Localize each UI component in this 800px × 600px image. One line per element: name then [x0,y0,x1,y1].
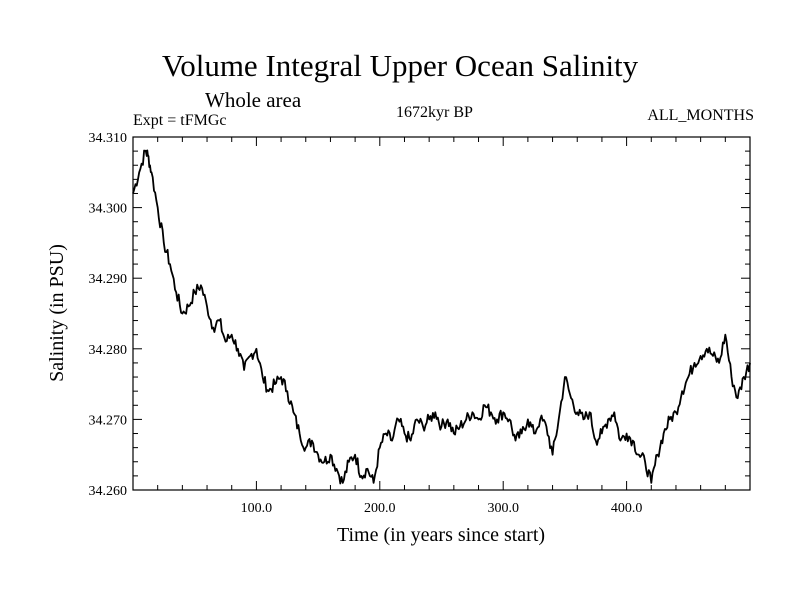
y-axis-label: Salinity (in PSU) [46,244,68,382]
period-label: 1672kyr BP [396,104,473,121]
x-tick-label: 400.0 [611,501,643,516]
axis-ticks [133,137,750,490]
x-tick-label: 200.0 [364,501,396,516]
salinity-series-line [132,149,751,485]
x-tick-label: 300.0 [487,501,519,516]
y-tick-label: 34.270 [89,413,128,428]
plot-frame [132,136,751,491]
x-axis-label: Time (in years since start) [337,524,545,546]
months-label: ALL_MONTHS [647,107,754,124]
x-tick-label: 100.0 [241,501,273,516]
y-tick-label: 34.310 [89,131,128,146]
y-tick-label: 34.260 [89,484,128,499]
experiment-label: Expt = tFMGc [133,112,227,129]
axis-tick-labels: 100.0 200.0 300.0 400.0 34.260 34.270 34.280 34… [89,131,643,516]
y-tick-label: 34.280 [89,343,128,358]
chart-subtitle: Whole area [205,88,302,112]
chart-title: Volume Integral Upper Ocean Salinity [161,48,639,83]
y-tick-label: 34.300 [89,202,128,217]
y-tick-label: 34.290 [89,272,128,287]
